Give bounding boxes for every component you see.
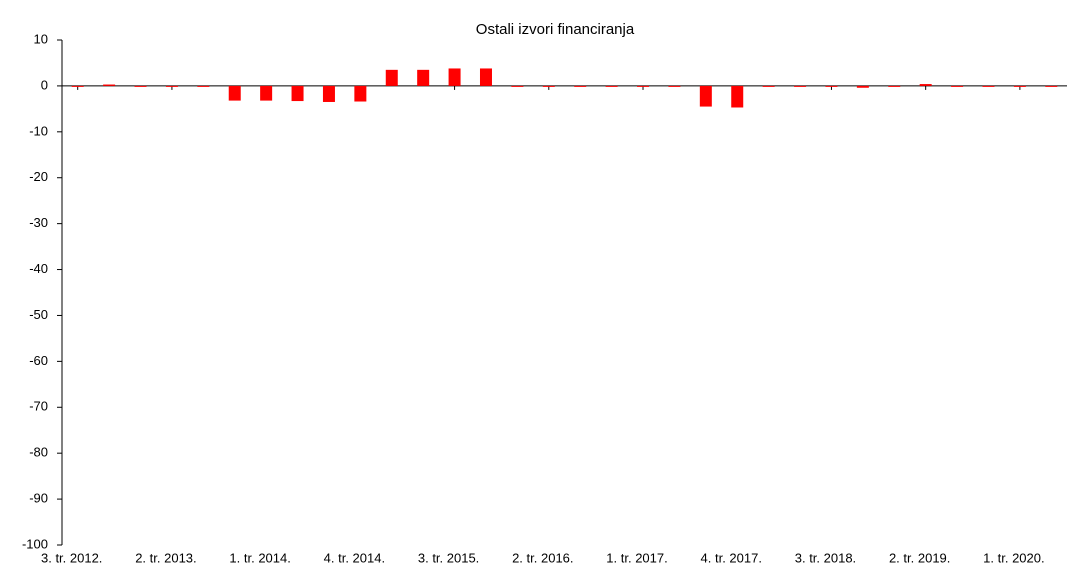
bar [228, 85, 241, 101]
y-tick-label: -70 [29, 399, 48, 414]
x-tick-label: 1. tr. 2017. [606, 550, 667, 565]
bar [794, 85, 807, 87]
y-tick-label: -90 [29, 491, 48, 506]
y-tick-label: -10 [29, 123, 48, 138]
y-tick-label: -20 [29, 169, 48, 184]
y-tick-label: 10 [34, 31, 48, 46]
x-tick-label: 1. tr. 2014. [229, 550, 290, 565]
bar [448, 68, 461, 86]
bar [479, 68, 492, 86]
bar [1045, 85, 1058, 87]
bar [1013, 85, 1026, 87]
bar [574, 85, 587, 87]
bar [260, 85, 273, 101]
x-tick-label: 2. tr. 2016. [512, 550, 573, 565]
bar [385, 69, 398, 86]
bar [291, 85, 304, 102]
chart-title: Ostali izvori financiranja [476, 21, 635, 38]
bar [668, 85, 681, 87]
bar [542, 85, 555, 87]
bar [919, 84, 932, 86]
bar [731, 85, 744, 108]
y-tick-label: -30 [29, 215, 48, 230]
bar [511, 85, 524, 87]
x-tick-label: 2. tr. 2019. [889, 550, 950, 565]
bar [197, 85, 210, 87]
bar [354, 85, 367, 102]
x-tick-label: 3. tr. 2015. [418, 550, 479, 565]
bar [699, 85, 712, 107]
bar [417, 69, 430, 86]
y-tick-label: -50 [29, 307, 48, 322]
bar [637, 85, 650, 87]
bar [982, 85, 995, 87]
y-tick-label: -40 [29, 261, 48, 276]
bar [71, 85, 84, 87]
bar [825, 85, 838, 87]
x-tick-label: 3. tr. 2012. [41, 550, 102, 565]
bar [134, 85, 147, 87]
bar [951, 85, 964, 87]
bar [322, 85, 335, 102]
bar [856, 85, 869, 88]
y-tick-label: -60 [29, 353, 48, 368]
bar [165, 85, 178, 87]
y-tick-label: 0 [41, 77, 48, 92]
bar [888, 85, 901, 87]
x-tick-label: 4. tr. 2017. [701, 550, 762, 565]
x-tick-label: 1. tr. 2020. [983, 550, 1044, 565]
y-tick-label: -80 [29, 445, 48, 460]
bar [605, 85, 618, 87]
x-tick-label: 2. tr. 2013. [135, 550, 196, 565]
y-tick-label: -100 [22, 536, 48, 551]
x-tick-label: 3. tr. 2018. [795, 550, 856, 565]
bar [103, 84, 116, 86]
x-tick-label: 4. tr. 2014. [324, 550, 385, 565]
bar [762, 85, 775, 87]
